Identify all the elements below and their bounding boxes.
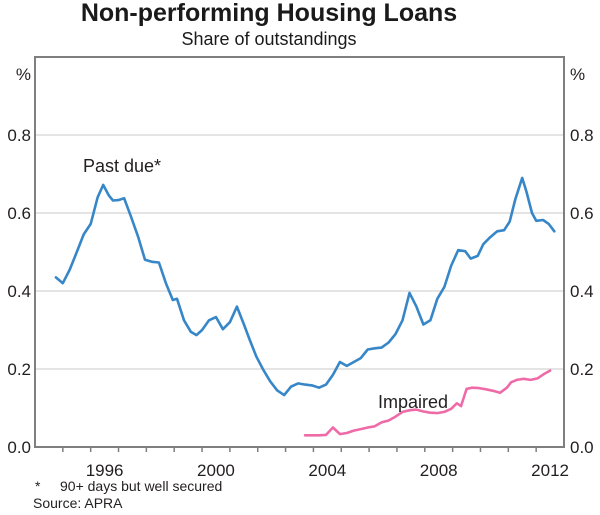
series-label-impaired: Impaired <box>378 392 448 412</box>
y-tick-label-right: 0.6 <box>570 204 594 223</box>
plot-frame <box>34 56 565 448</box>
y-tick-label-right: 0.2 <box>570 360 594 379</box>
x-year-label: 2012 <box>531 461 569 480</box>
series-line-impaired <box>303 369 552 437</box>
chart-subtitle: Share of outstandings <box>181 29 356 49</box>
y-tick-label-right: 0.8 <box>570 126 594 145</box>
source-text: Source: APRA <box>33 495 123 511</box>
x-axis-ticks <box>62 447 537 452</box>
x-year-label: 2000 <box>197 461 235 480</box>
unit-label-right: % <box>570 65 585 84</box>
series-line-past-due <box>54 176 556 397</box>
gridlines <box>35 134 564 370</box>
y-tick-label-left: 0.0 <box>7 438 31 457</box>
y-tick-label-right: 0.4 <box>570 282 594 301</box>
page-title: Non-performing Housing Loans <box>81 0 457 27</box>
x-year-label: 2008 <box>420 461 458 480</box>
footnote-text: 90+ days but well secured <box>60 478 222 494</box>
data-series-lines <box>54 176 556 437</box>
y-tick-label-right: 0.0 <box>570 438 594 457</box>
y-tick-label-left: 0.6 <box>7 204 31 223</box>
y-tick-label-left: 0.2 <box>7 360 31 379</box>
unit-label-left: % <box>16 65 31 84</box>
y-axis-labels-right: 0.0 0.2 0.4 0.6 0.8 <box>570 126 594 457</box>
series-label-past-due: Past due* <box>83 156 161 176</box>
x-year-label: 2004 <box>308 461 346 480</box>
x-axis-year-labels: 1996 2000 2004 2008 2012 <box>86 461 569 480</box>
y-tick-label-left: 0.8 <box>7 126 31 145</box>
x-year-label: 1996 <box>86 461 124 480</box>
y-axis-labels-left: 0.0 0.2 0.4 0.6 0.8 <box>7 126 31 457</box>
footnote-marker: * <box>35 478 41 494</box>
plot-border <box>34 56 565 448</box>
y-tick-label-left: 0.4 <box>7 282 31 301</box>
